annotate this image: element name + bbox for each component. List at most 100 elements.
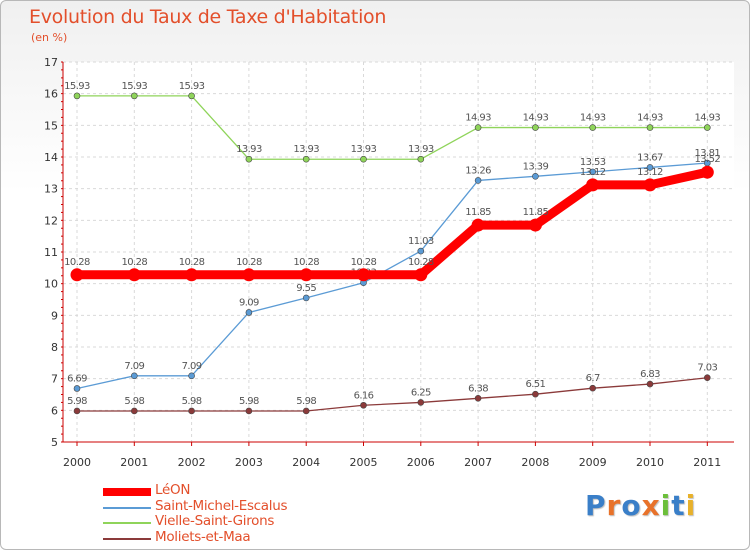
data-label-moliets-et-maa: 6.83 (640, 369, 660, 380)
data-label-saint-michel-escalus: 13.81 (694, 148, 720, 159)
legend-label: Vielle-Saint-Girons (155, 513, 275, 529)
data-label-vielle-saint-girons: 14.93 (637, 113, 663, 124)
x-tick-label: 2003 (235, 456, 263, 469)
data-label-moliets-et-maa: 6.51 (525, 379, 545, 390)
data-point-vielle-saint-girons (131, 92, 138, 100)
data-point-leon (70, 268, 84, 282)
data-label-saint-michel-escalus: 7.09 (182, 361, 202, 372)
data-point-leon (299, 268, 313, 282)
x-tick-label: 2001 (120, 456, 148, 469)
data-point-vielle-saint-girons (703, 124, 711, 131)
data-label-leon: 11.85 (465, 207, 491, 218)
data-point-moliets-et-maa (417, 399, 425, 406)
y-tick-label: 15 (44, 119, 58, 132)
data-label-moliets-et-maa: 5.98 (124, 396, 144, 407)
data-label-moliets-et-maa: 6.38 (468, 383, 488, 394)
data-label-saint-michel-escalus: 13.26 (465, 165, 491, 176)
data-point-moliets-et-maa (245, 407, 253, 415)
data-label-saint-michel-escalus: 9.09 (239, 297, 259, 308)
data-label-saint-michel-escalus: 13.67 (637, 152, 663, 163)
data-label-saint-michel-escalus: 9.55 (296, 283, 316, 294)
data-point-vielle-saint-girons (73, 92, 81, 100)
data-point-vielle-saint-girons (188, 92, 195, 100)
data-point-saint-michel-escalus (646, 164, 654, 171)
data-label-saint-michel-escalus: 13.39 (523, 161, 549, 172)
logo-letter: o (621, 489, 642, 522)
data-point-moliets-et-maa (532, 390, 539, 398)
data-label-saint-michel-escalus: 13.53 (580, 157, 606, 168)
data-point-saint-michel-escalus (532, 173, 539, 180)
x-tick-label: 2004 (292, 456, 320, 469)
x-tick-label: 2005 (350, 456, 378, 469)
data-label-leon: 10.28 (408, 257, 434, 268)
x-tick-label: 2000 (63, 456, 91, 469)
data-point-vielle-saint-girons (532, 124, 539, 131)
data-point-saint-michel-escalus (188, 372, 195, 380)
data-point-moliets-et-maa (646, 380, 654, 388)
data-label-leon: 10.28 (293, 257, 319, 268)
chart-title: Evolution du Taux de Taxe d'Habitation (29, 6, 387, 28)
data-label-leon: 10.28 (64, 257, 90, 268)
data-point-saint-michel-escalus (474, 177, 482, 184)
data-point-moliets-et-maa (73, 407, 81, 415)
data-point-moliets-et-maa (302, 407, 310, 415)
data-point-leon (643, 178, 657, 192)
data-label-vielle-saint-girons: 14.93 (465, 113, 491, 124)
data-point-leon (528, 218, 542, 232)
data-point-moliets-et-maa (474, 394, 482, 402)
data-label-moliets-et-maa: 5.98 (296, 396, 316, 407)
data-label-leon: 10.28 (179, 257, 205, 268)
data-label-moliets-et-maa: 6.7 (586, 373, 600, 384)
data-label-saint-michel-escalus: 6.69 (67, 373, 87, 384)
y-tick-label: 14 (44, 151, 58, 164)
data-point-vielle-saint-girons (245, 155, 253, 163)
data-point-leon (414, 268, 428, 282)
data-point-vielle-saint-girons (417, 155, 425, 163)
x-tick-label: 2008 (521, 456, 549, 469)
logo-letter: i (685, 489, 697, 522)
data-label-vielle-saint-girons: 13.93 (293, 144, 319, 155)
legend-label: LéON (155, 482, 191, 498)
data-label-vielle-saint-girons: 15.93 (121, 81, 147, 92)
legend-swatch (103, 488, 151, 496)
data-label-saint-michel-escalus: 7.09 (124, 361, 144, 372)
data-point-leon (700, 165, 714, 179)
x-tick-label: 2007 (464, 456, 492, 469)
data-label-moliets-et-maa: 7.03 (697, 363, 717, 374)
data-label-moliets-et-maa: 5.98 (67, 396, 87, 407)
data-label-moliets-et-maa: 5.98 (239, 396, 259, 407)
data-point-vielle-saint-girons (474, 124, 482, 131)
data-label-moliets-et-maa: 6.25 (411, 387, 431, 398)
data-label-vielle-saint-girons: 15.93 (179, 81, 205, 92)
data-label-leon: 13.52 (694, 154, 720, 165)
x-tick-label: 2011 (693, 456, 721, 469)
data-point-vielle-saint-girons (646, 124, 654, 131)
data-point-saint-michel-escalus (302, 294, 310, 302)
y-tick-label: 6 (51, 404, 58, 417)
data-point-saint-michel-escalus (73, 385, 81, 392)
data-point-moliets-et-maa (703, 374, 711, 382)
logo-letter: P (585, 489, 607, 522)
data-point-saint-michel-escalus (245, 309, 253, 316)
x-tick-label: 2006 (407, 456, 435, 469)
data-point-saint-michel-escalus (417, 247, 425, 255)
data-label-leon: 11.85 (523, 207, 549, 218)
data-point-vielle-saint-girons (360, 155, 367, 163)
data-label-leon: 13.12 (637, 167, 663, 178)
data-label-moliets-et-maa: 6.16 (354, 390, 374, 401)
legend-label: Saint-Michel-Escalus (155, 497, 288, 514)
series-line-saint-michel-escalus (76, 162, 708, 390)
data-point-leon (357, 268, 370, 282)
data-point-moliets-et-maa (131, 407, 138, 415)
data-point-moliets-et-maa (360, 401, 367, 409)
legend-label: Moliets-et-Maa (155, 528, 251, 545)
series-line-vielle-saint-girons (77, 95, 708, 160)
y-tick-label: 12 (44, 214, 58, 227)
logo-letter: t (671, 489, 686, 522)
data-label-vielle-saint-girons: 13.93 (236, 144, 262, 155)
data-point-saint-michel-escalus (589, 168, 597, 176)
data-label-vielle-saint-girons: 14.93 (580, 113, 606, 124)
data-point-moliets-et-maa (589, 384, 597, 392)
